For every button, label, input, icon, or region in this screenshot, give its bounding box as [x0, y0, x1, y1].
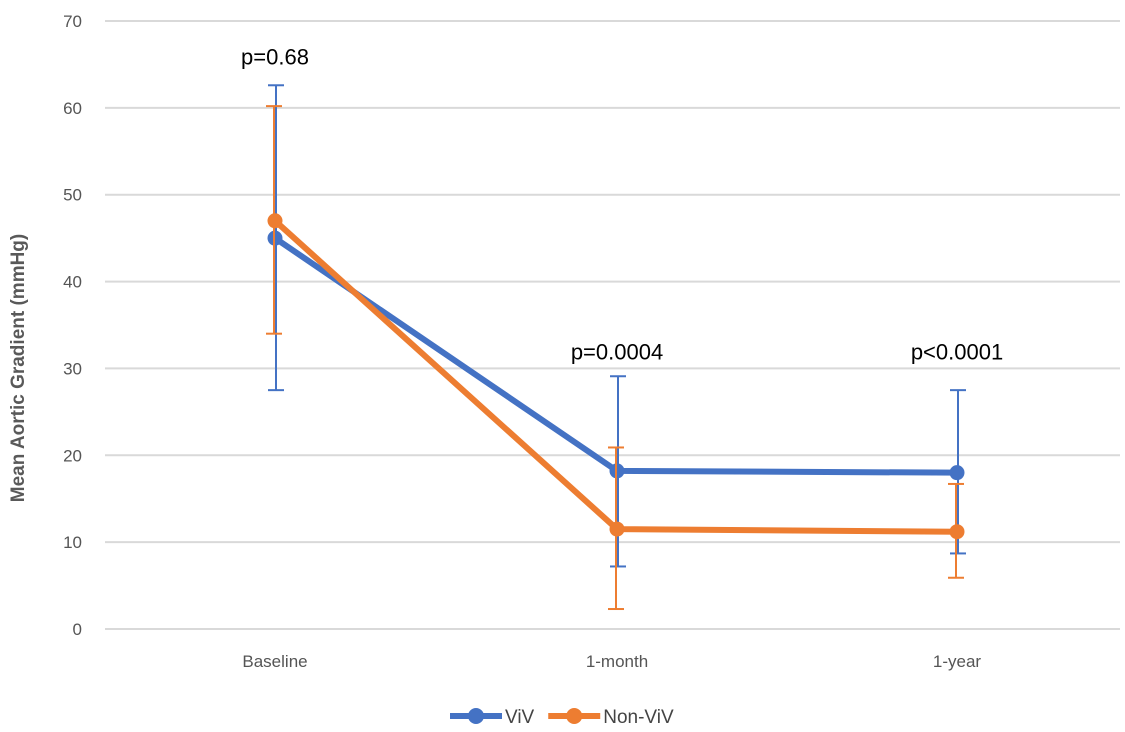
- x-axis-ticks: Baseline 1-month 1-year: [242, 652, 981, 671]
- p-value-annotation: p<0.0001: [911, 340, 1003, 365]
- y-tick-label: 50: [63, 186, 82, 205]
- y-tick-label: 70: [63, 12, 82, 31]
- data-point: [609, 521, 625, 537]
- y-tick-label: 60: [63, 99, 82, 118]
- data-point: [267, 213, 283, 229]
- legend: ViV Non-ViV: [450, 707, 674, 728]
- y-axis-label: Mean Aortic Gradient (mmHg): [8, 234, 29, 503]
- legend-item: ViV: [450, 707, 535, 728]
- x-tick-label: Baseline: [242, 652, 307, 671]
- series-layer: [266, 84, 966, 611]
- annotations: p=0.68 p=0.0004 p<0.0001: [241, 44, 1003, 364]
- y-tick-label: 40: [63, 273, 82, 292]
- legend-swatch-marker: [566, 708, 583, 724]
- gridlines: [105, 20, 1120, 630]
- p-value-annotation: p=0.0004: [571, 340, 663, 365]
- y-tick-label: 30: [63, 359, 82, 378]
- legend-label: ViV: [505, 707, 535, 727]
- data-point: [949, 524, 965, 540]
- data-point: [949, 465, 965, 481]
- y-tick-label: 10: [63, 533, 82, 552]
- y-tick-label: 0: [73, 620, 82, 639]
- legend-item: Non-ViV: [548, 707, 674, 728]
- series-non-viv: [266, 105, 965, 611]
- x-tick-label: 1-year: [933, 652, 982, 671]
- y-axis-ticks: 0 10 20 30 40 50 60 70: [63, 12, 82, 639]
- x-tick-label: 1-month: [586, 652, 648, 671]
- p-value-annotation: p=0.68: [241, 44, 309, 69]
- y-tick-label: 20: [63, 446, 82, 465]
- legend-label: Non-ViV: [603, 707, 674, 727]
- legend-swatch-marker: [468, 708, 484, 724]
